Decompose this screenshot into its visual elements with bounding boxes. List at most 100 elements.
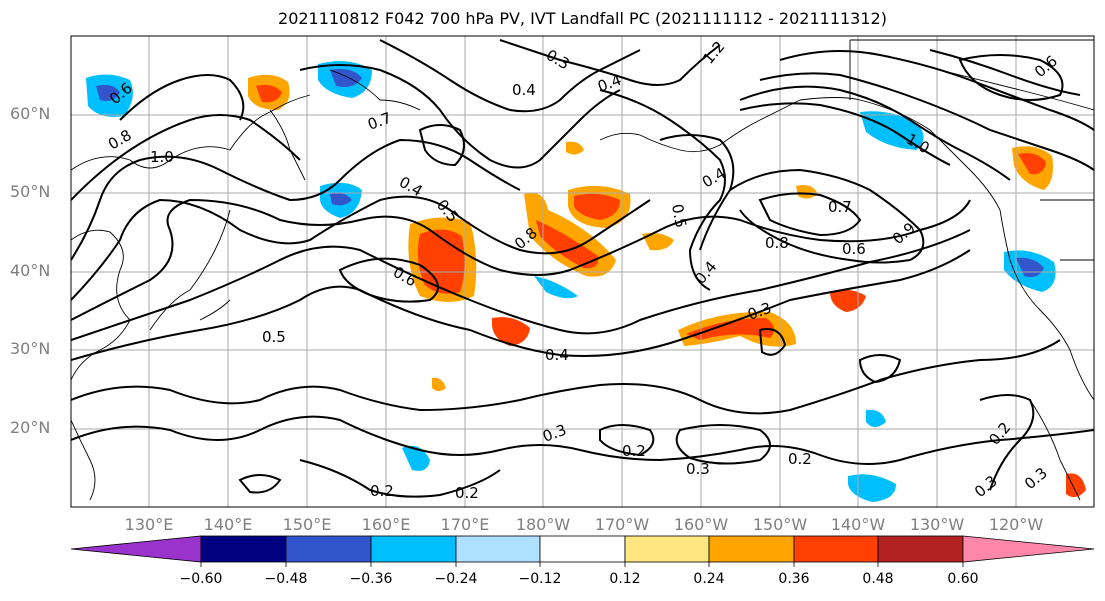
contour-line xyxy=(758,328,787,356)
border-line xyxy=(1040,199,1094,261)
lon-label: 140°W xyxy=(830,515,886,534)
contour-line xyxy=(71,195,651,301)
colorbar-segment xyxy=(539,535,626,563)
contour-line xyxy=(418,124,465,167)
contour-line xyxy=(858,354,902,384)
colorbar-tick-label: −0.36 xyxy=(349,571,393,587)
lon-label: 150°E xyxy=(282,515,332,534)
coast-na-west xyxy=(999,209,1094,401)
anomaly-blob xyxy=(1066,473,1086,498)
lon-label: 170°W xyxy=(594,515,650,534)
contour-line xyxy=(71,339,1061,415)
map-frame xyxy=(70,35,1095,508)
coast-alaska xyxy=(599,97,1001,211)
anomaly-blob xyxy=(830,289,866,312)
contour-label: 0.6 xyxy=(842,240,866,258)
contour-line xyxy=(759,72,1094,171)
anomaly-blob xyxy=(1018,153,1046,175)
colorbar-tick-label: 0.36 xyxy=(778,571,810,587)
anomaly-blob xyxy=(566,141,584,155)
colorbar-segment xyxy=(877,535,964,563)
colorbar-tick-label: −0.48 xyxy=(264,571,308,587)
colorbar-tick-label: −0.12 xyxy=(518,571,562,587)
contour-line xyxy=(71,415,1094,465)
contour-line xyxy=(299,459,501,498)
contour-line xyxy=(379,39,641,113)
anomaly-blob xyxy=(330,69,362,87)
anomaly-blob xyxy=(256,84,282,103)
contour-line xyxy=(729,168,925,264)
colorbar xyxy=(70,535,1095,567)
contour-label: 0.5 xyxy=(668,203,690,230)
contour-line xyxy=(119,74,245,121)
colorbar-extend-high xyxy=(962,535,1095,563)
map-panel: 0.5 0.6 0.8 1.0 0.7 0.6 0.4 0.5 0.3 0.4 … xyxy=(71,36,1094,507)
lon-label: 130°W xyxy=(909,515,965,534)
anomaly-blob xyxy=(534,276,578,299)
contour-line xyxy=(599,89,726,291)
lon-label: 170°E xyxy=(440,515,490,534)
contour-line xyxy=(71,138,521,261)
lat-label: 60°N xyxy=(10,104,51,123)
anomaly-blob xyxy=(848,474,896,502)
contour-line xyxy=(499,39,721,86)
contour-line xyxy=(758,192,862,237)
lon-label: 160°W xyxy=(673,515,729,534)
lon-label: 180°W xyxy=(515,515,571,534)
contour-line xyxy=(71,114,301,201)
colorbar-segment xyxy=(370,535,457,563)
colorbar-segment xyxy=(200,535,287,563)
ivt-contours xyxy=(71,39,1094,498)
anomaly-blob xyxy=(330,192,352,206)
contour-line xyxy=(659,134,735,251)
lon-label: 150°W xyxy=(752,515,808,534)
colorbar-segment xyxy=(708,535,795,563)
coast-japan xyxy=(149,209,231,331)
colorbar-tick-label: −0.60 xyxy=(179,571,223,587)
contour-label: 1.0 xyxy=(150,148,174,166)
contour-label: 0.2 xyxy=(622,442,646,460)
lat-label: 30°N xyxy=(10,339,51,358)
anomaly-blob xyxy=(866,409,886,427)
anomaly-blob xyxy=(96,84,120,101)
coastlines xyxy=(71,39,1094,501)
colorbar-segment xyxy=(455,535,541,563)
shaded-anomalies xyxy=(86,61,1086,502)
anomaly-blob xyxy=(432,377,446,391)
contour-line xyxy=(979,394,1035,491)
coast-mexico xyxy=(1029,399,1081,501)
lon-label: 130°E xyxy=(124,515,174,534)
colorbar-segment xyxy=(624,535,710,563)
lat-label: 50°N xyxy=(10,182,51,201)
lat-label: 20°N xyxy=(10,418,51,437)
anomaly-blob xyxy=(574,193,620,220)
contour-line xyxy=(929,49,1081,96)
lat-label: 40°N xyxy=(10,261,51,280)
contour-label: 0.4 xyxy=(512,81,536,99)
colorbar-tick-label: 0.24 xyxy=(693,571,725,587)
colorbar-tick-label: 0.60 xyxy=(947,571,979,587)
anomaly-blob xyxy=(536,220,599,269)
contour-label: 0.2 xyxy=(370,482,394,500)
contour-line xyxy=(299,64,621,169)
colorbar-tick-label: −0.24 xyxy=(434,571,478,587)
anomaly-blob xyxy=(492,317,530,346)
anomaly-blob xyxy=(402,445,430,471)
lon-label: 160°E xyxy=(361,515,411,534)
contour-label: 0.8 xyxy=(765,234,789,252)
contour-line xyxy=(71,198,971,321)
contour-line xyxy=(338,257,439,303)
contour-label: 0.2 xyxy=(788,450,812,468)
anomaly-blob xyxy=(796,185,818,199)
contour-label: 0.3 xyxy=(686,460,710,478)
contour-line xyxy=(739,85,1011,181)
contour-line xyxy=(958,54,1064,101)
contour-label: 0.2 xyxy=(455,484,479,502)
map-title: 2021110812 F042 700 hPa PV, IVT Landfall… xyxy=(278,9,887,28)
anomaly-blob xyxy=(686,318,775,340)
contour-label: 0.5 xyxy=(262,328,286,346)
contour-line xyxy=(599,424,655,457)
contour-line xyxy=(71,249,971,361)
contour-label: 0.7 xyxy=(828,198,852,216)
